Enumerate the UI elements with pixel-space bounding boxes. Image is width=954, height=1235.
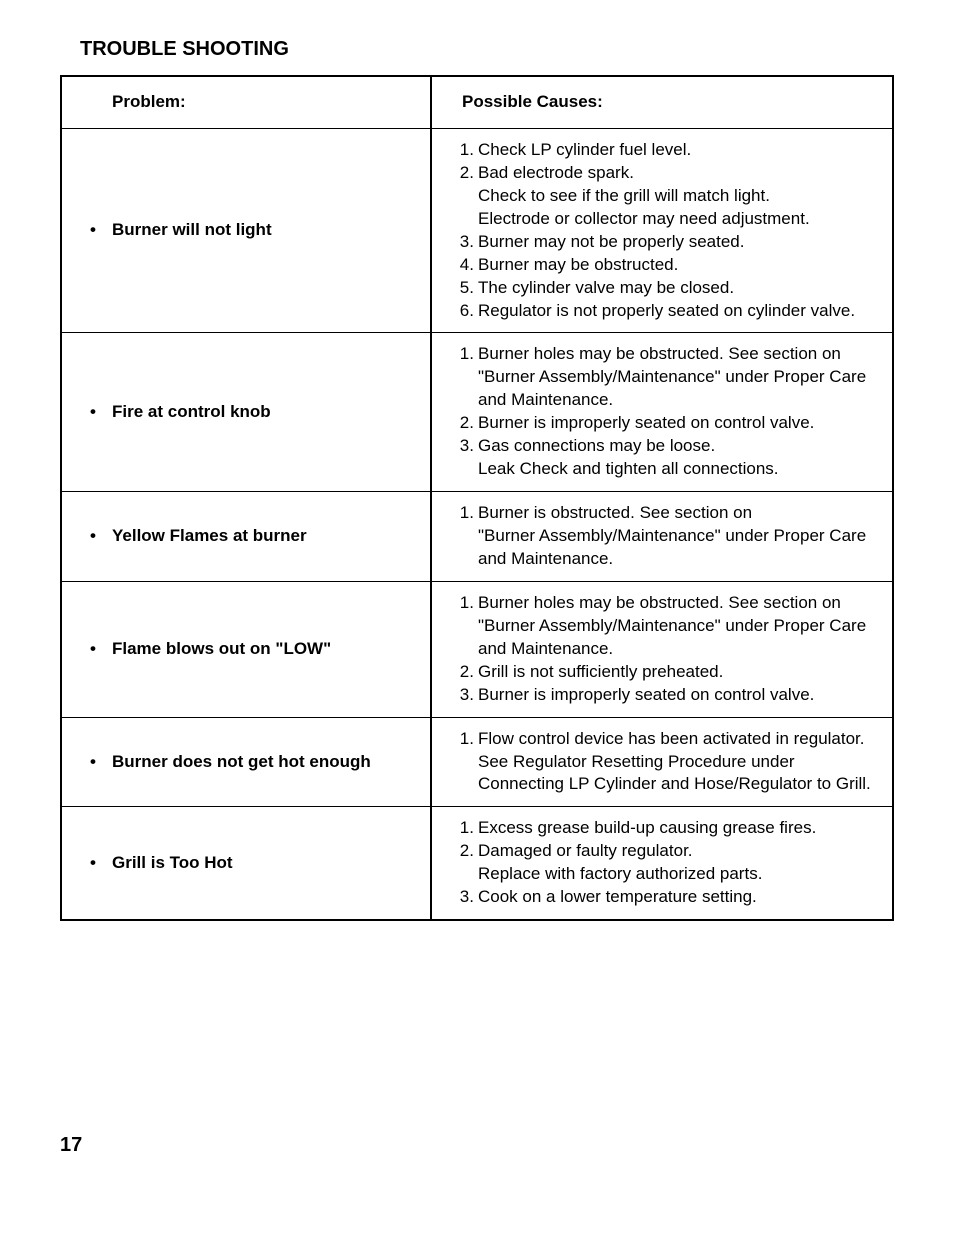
list-item: Flow control device has been activated i… <box>478 728 876 797</box>
problem-cell: •Flame blows out on "LOW" <box>61 581 431 717</box>
page-number: 17 <box>60 1134 82 1157</box>
bullet-icon: • <box>90 852 112 875</box>
bullet-icon: • <box>90 401 112 424</box>
causes-cell: Excess grease build-up causing grease fi… <box>431 807 893 920</box>
problem-cell: •Burner will not light <box>61 128 431 333</box>
causes-list: Check LP cylinder fuel level.Bad electro… <box>432 139 876 323</box>
page-title: TROUBLE SHOOTING <box>80 38 894 61</box>
problem-cell: •Fire at control knob <box>61 333 431 492</box>
problem-text: Burner does not get hot enough <box>112 752 371 771</box>
table-row: •Yellow Flames at burner Burner is obstru… <box>61 492 893 582</box>
list-item: Burner is improperly seated on control v… <box>478 412 876 435</box>
column-header-causes: Possible Causes: <box>431 76 893 128</box>
causes-cell: Check LP cylinder fuel level.Bad electro… <box>431 128 893 333</box>
list-item: Grill is not sufficiently preheated. <box>478 661 876 684</box>
problem-cell: •Burner does not get hot enough <box>61 717 431 807</box>
causes-cell: Burner is obstructed. See section on"Bur… <box>431 492 893 582</box>
causes-list: Burner is obstructed. See section on"Bur… <box>432 502 876 571</box>
causes-list: Burner holes may be obstructed. See sect… <box>432 592 876 707</box>
list-item-extra: Electrode or collector may need adjustme… <box>478 208 876 231</box>
causes-list: Excess grease build-up causing grease fi… <box>432 817 876 909</box>
list-item: Check LP cylinder fuel level. <box>478 139 876 162</box>
causes-cell: Flow control device has been activated i… <box>431 717 893 807</box>
causes-list: Burner holes may be obstructed. See sect… <box>432 343 876 481</box>
causes-cell: Burner holes may be obstructed. See sect… <box>431 581 893 717</box>
list-item: Excess grease build-up causing grease fi… <box>478 817 876 840</box>
problem-text: Burner will not light <box>112 220 272 239</box>
bullet-icon: • <box>90 525 112 548</box>
problem-text: Yellow Flames at burner <box>112 526 307 545</box>
list-item: The cylinder valve may be closed. <box>478 277 876 300</box>
list-item-extra: Leak Check and tighten all connections. <box>478 458 876 481</box>
list-item-extra: Connecting LP Cylinder and Hose/Regulato… <box>478 773 876 796</box>
list-item: Burner may be obstructed. <box>478 254 876 277</box>
list-item-extra: and Maintenance. <box>478 389 876 412</box>
list-item: Burner is improperly seated on control v… <box>478 684 876 707</box>
table-row: •Fire at control knob Burner holes may be… <box>61 333 893 492</box>
list-item: Damaged or faulty regulator.Replace with… <box>478 840 876 886</box>
problem-text: Flame blows out on "LOW" <box>112 639 331 658</box>
list-item: Burner holes may be obstructed. See sect… <box>478 343 876 412</box>
bullet-icon: • <box>90 219 112 242</box>
table-row: •Burner will not lightCheck LP cylinder … <box>61 128 893 333</box>
list-item: Bad electrode spark.Check to see if the … <box>478 162 876 231</box>
causes-cell: Burner holes may be obstructed. See sect… <box>431 333 893 492</box>
table-row: •Grill is Too Hot Excess grease build-up … <box>61 807 893 920</box>
list-item-extra: and Maintenance. <box>478 638 876 661</box>
causes-list: Flow control device has been activated i… <box>432 728 876 797</box>
table-row: •Burner does not get hot enough Flow cont… <box>61 717 893 807</box>
problem-cell: •Grill is Too Hot <box>61 807 431 920</box>
bullet-icon: • <box>90 751 112 774</box>
list-item: Cook on a lower temperature setting. <box>478 886 876 909</box>
list-item: Regulator is not properly seated on cyli… <box>478 300 876 323</box>
list-item: Burner holes may be obstructed. See sect… <box>478 592 876 661</box>
problem-text: Grill is Too Hot <box>112 853 233 872</box>
list-item-extra: "Burner Assembly/Maintenance" under Prop… <box>478 615 876 638</box>
problem-text: Fire at control knob <box>112 402 271 421</box>
troubleshooting-table: Problem: Possible Causes: •Burner will n… <box>60 75 894 921</box>
table-row: •Flame blows out on "LOW" Burner holes ma… <box>61 581 893 717</box>
problem-cell: •Yellow Flames at burner <box>61 492 431 582</box>
list-item-extra: Replace with factory authorized parts. <box>478 863 876 886</box>
list-item: Burner is obstructed. See section on"Bur… <box>478 502 876 571</box>
list-item-extra: and Maintenance. <box>478 548 876 571</box>
list-item-extra: Check to see if the grill will match lig… <box>478 185 876 208</box>
list-item-extra: "Burner Assembly/Maintenance" under Prop… <box>478 366 876 389</box>
bullet-icon: • <box>90 638 112 661</box>
list-item: Gas connections may be loose.Leak Check … <box>478 435 876 481</box>
column-header-problem: Problem: <box>61 76 431 128</box>
list-item: Burner may not be properly seated. <box>478 231 876 254</box>
list-item-extra: "Burner Assembly/Maintenance" under Prop… <box>478 525 876 548</box>
list-item-extra: See Regulator Resetting Procedure under <box>478 751 876 774</box>
